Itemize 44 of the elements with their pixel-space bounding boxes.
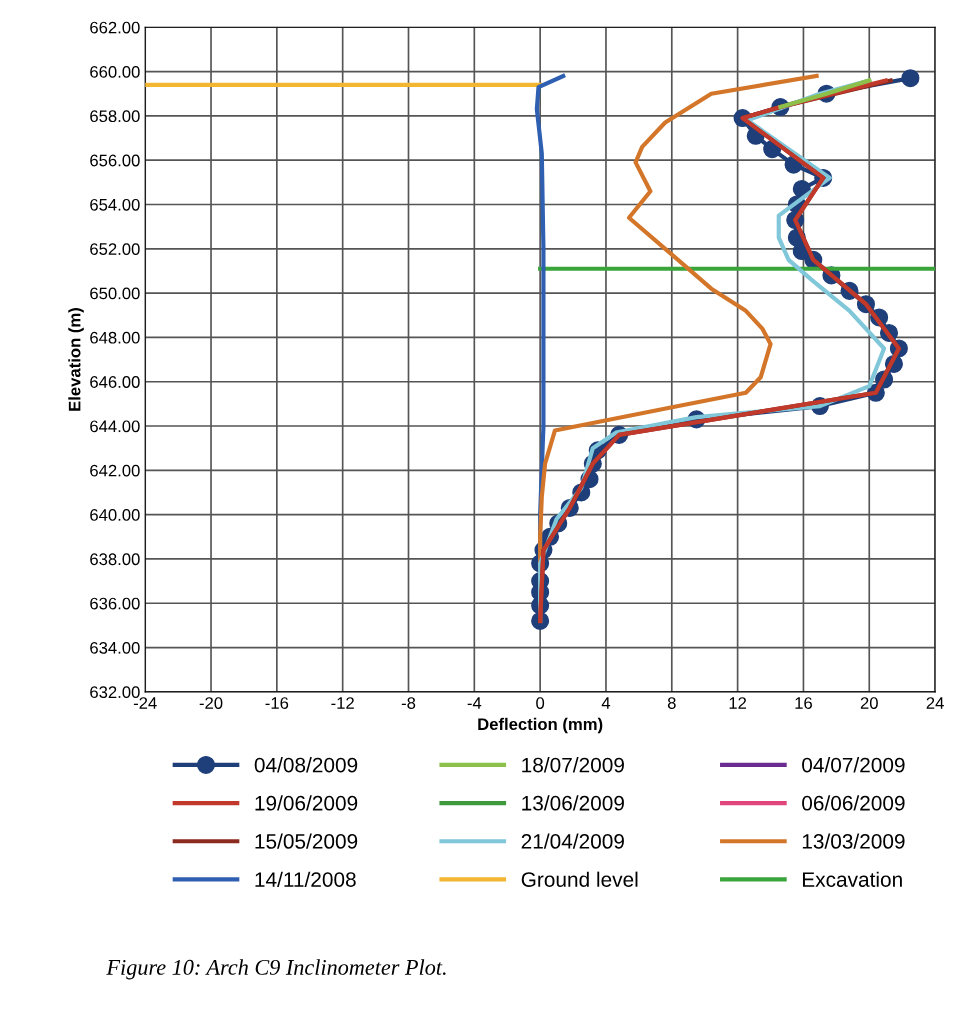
x-tick-label: 0 (536, 697, 545, 709)
x-tick-label: -12 (331, 697, 354, 709)
x-tick-label: 8 (667, 697, 676, 709)
y-tick-label: 636.00 (90, 597, 140, 610)
legend-label: Excavation (802, 871, 902, 887)
y-tick-label: 652.00 (90, 243, 140, 255)
x-tick-label: -16 (265, 697, 289, 709)
legend-label: 14/11/2008 (255, 871, 356, 887)
y-tick-label: 634.00 (90, 641, 140, 654)
legend-label: 04/08/2009 (254, 757, 358, 773)
x-tick-label: -20 (199, 697, 223, 709)
x-tick-label: 24 (926, 697, 944, 709)
legend-label: Ground level (521, 871, 638, 887)
legend-label: 04/07/2009 (802, 757, 905, 773)
y-tick-label: 646.00 (90, 376, 140, 388)
x-tick-label: 12 (729, 697, 747, 709)
legend-label: 15/05/2009 (255, 833, 358, 849)
y-tick-label: 632.00 (90, 686, 140, 699)
y-tick-label: 648.00 (90, 331, 140, 344)
legend-label: 13/03/2009 (802, 833, 905, 849)
y-tick-label: 644.00 (90, 420, 140, 433)
x-axis-title: Deflection (mm) (478, 717, 603, 734)
legend-label: 06/06/2009 (802, 795, 905, 811)
y-tick-label: 660.00 (90, 65, 140, 78)
x-tick-label: 20 (860, 697, 878, 709)
y-tick-label: 638.00 (90, 553, 140, 566)
legend-label: 18/07/2009 (522, 757, 624, 773)
legend-label: 13/06/2009 (522, 795, 624, 811)
y-tick-label: 640.00 (90, 509, 140, 521)
y-tick-label: 658.00 (90, 110, 140, 123)
x-tick-label: -4 (467, 697, 482, 709)
x-tick-label: -8 (401, 697, 416, 709)
y-tick-label: 650.00 (90, 287, 140, 300)
y-tick-label: 656.00 (90, 154, 140, 167)
y-axis-title: Elevation (m) (68, 308, 84, 411)
x-tick-label: -24 (133, 697, 157, 709)
x-tick-label: 16 (795, 697, 812, 709)
y-tick-label: 662.00 (90, 21, 140, 34)
legend-label: 21/04/2009 (521, 833, 624, 849)
y-tick-label: 654.00 (90, 198, 140, 211)
y-tick-label: 642.00 (90, 464, 140, 477)
caption: Figure 10: Arch C9 Inclinometer Plot. (106, 959, 446, 980)
x-tick-label: 4 (601, 697, 611, 709)
legend-label: 19/06/2009 (255, 795, 358, 811)
